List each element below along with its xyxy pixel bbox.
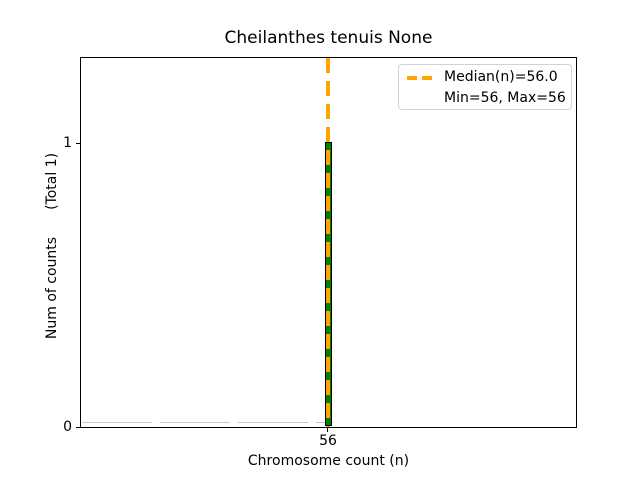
y-tick-mark-0	[76, 427, 80, 428]
median-dashed-line	[326, 58, 330, 427]
y-tick-label-0: 0	[63, 419, 72, 435]
zero-bin-baseline-artifact	[82, 422, 333, 423]
y-tick-mark-1	[76, 143, 80, 144]
y-axis-label: Num of counts (Total 1)	[44, 153, 60, 339]
legend-row-minmax: Min=56, Max=56	[407, 88, 566, 109]
x-tick-mark-56	[327, 428, 328, 432]
legend-label-median: Median(n)=56.0	[444, 69, 558, 85]
legend-handle-spacer	[407, 98, 444, 99]
legend-label-minmax: Min=56, Max=56	[444, 90, 566, 106]
y-axis-label-main: Num of counts	[44, 236, 60, 340]
median-line-legend-swatch-icon	[407, 75, 432, 80]
x-tick-label-56: 56	[319, 433, 337, 449]
x-axis-label: Chromosome count (n)	[247, 453, 410, 469]
chart-title: Cheilanthes tenuis None	[224, 28, 433, 48]
legend-row-median: Median(n)=56.0	[407, 67, 563, 88]
y-tick-label-1: 1	[63, 135, 72, 151]
legend: Median(n)=56.0 Min=56, Max=56	[398, 64, 572, 110]
y-axis-label-total: (Total 1)	[44, 152, 60, 210]
plot-area	[80, 57, 577, 428]
